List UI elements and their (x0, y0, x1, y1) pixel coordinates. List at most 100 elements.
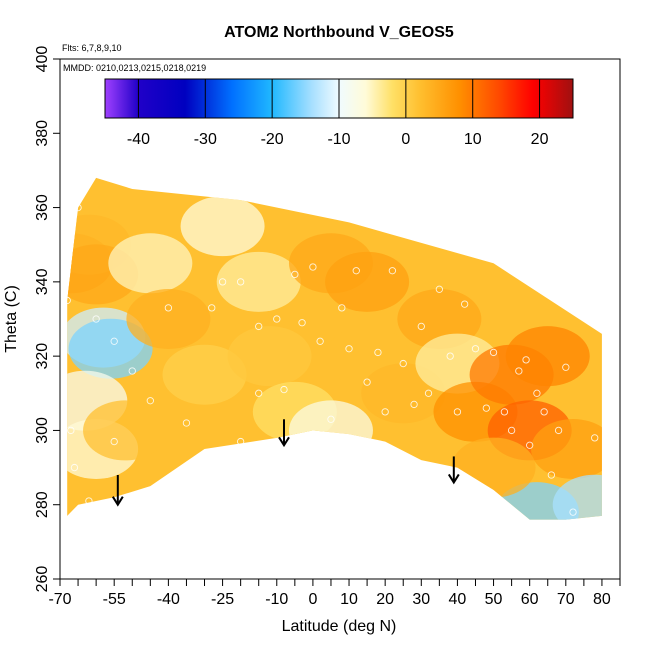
x-tick-label: 30 (412, 591, 430, 608)
arrow-head (111, 496, 124, 507)
observation-point (74, 203, 82, 212)
x-tick-label: 20 (376, 591, 394, 608)
field-cell (505, 326, 590, 387)
observation-point (460, 300, 469, 308)
observation-point (540, 408, 548, 416)
x-axis: -70 -55 -40 -25 -10 0 10 20 30 40 50 60 70 80 (48, 579, 621, 608)
observation-point (471, 345, 480, 353)
x-tick-label: 70 (557, 591, 575, 608)
field-cell (531, 419, 602, 479)
observation-point (417, 322, 425, 331)
observation-point (218, 278, 227, 286)
x-tick-label: 0 (308, 591, 317, 608)
field-cell (162, 344, 247, 405)
arrow-head (447, 473, 460, 485)
field-cell (227, 326, 312, 387)
colorbar-tick-label: -30 (194, 131, 217, 148)
observation-point (110, 337, 118, 345)
observation-point (399, 359, 407, 368)
observation-point (208, 304, 216, 312)
observation-point (110, 437, 118, 446)
field-cell (325, 251, 410, 312)
colorbar-tick-label: 10 (464, 131, 482, 148)
field-cell (216, 251, 301, 312)
y-tick-label: 340 (34, 268, 51, 295)
plot-frame (59, 58, 621, 580)
observation-point (591, 434, 599, 442)
observation-point (70, 463, 79, 472)
y-tick-label: 300 (34, 417, 51, 444)
observation-point (338, 304, 346, 312)
x-tick-label: -70 (48, 591, 71, 608)
y-tick-label: 320 (34, 343, 51, 370)
field-cell (180, 196, 265, 257)
field-cell (108, 233, 193, 294)
observation-point (363, 378, 371, 386)
x-tick-label: -55 (103, 591, 126, 608)
observation-point (146, 397, 154, 405)
x-tick-label: 80 (593, 591, 611, 608)
observation-point (489, 348, 498, 357)
x-tick-label: 40 (449, 591, 467, 608)
observation-point (352, 267, 360, 275)
observation-point (316, 337, 324, 345)
observation-point (291, 270, 299, 279)
observation-point (236, 437, 245, 446)
observation-point (298, 319, 306, 327)
y-tick-label: 260 (34, 566, 51, 593)
observation-points (63, 203, 599, 516)
colorbar-tick-label: 0 (401, 131, 410, 148)
arrows (111, 419, 460, 507)
y-tick-label: 400 (34, 46, 51, 73)
observation-point (182, 419, 191, 427)
observation-point (522, 356, 530, 364)
x-tick-label: 60 (521, 591, 539, 608)
colorbar-tick-label: -40 (127, 131, 150, 148)
observation-point (128, 367, 136, 375)
observation-point (453, 408, 462, 416)
observation-point (500, 408, 509, 416)
observation-point (381, 408, 389, 416)
x-tick-label: 10 (340, 591, 358, 608)
observation-point (526, 441, 534, 449)
observation-point (569, 508, 577, 516)
observation-point (533, 389, 541, 397)
observation-point (85, 497, 93, 505)
observation-point (562, 363, 570, 371)
arrow-head (278, 436, 290, 448)
field-cell (126, 289, 211, 349)
observation-point (547, 471, 556, 479)
observation-point (309, 263, 317, 271)
y-tick-label: 360 (34, 194, 51, 221)
observation-point (388, 267, 397, 275)
observation-point (374, 348, 382, 357)
observation-point (446, 352, 454, 360)
y-axis-label: Theta (C) (3, 285, 20, 353)
heatmap-field (67, 177, 602, 520)
observation-point (482, 404, 490, 412)
flights-subtitle: Flts: 6,7,8,9,10 (62, 43, 122, 53)
field-cell (552, 474, 602, 520)
y-axis: 260 280 300 320 340 360 380 400 (34, 46, 60, 593)
x-tick-label: 50 (485, 591, 503, 608)
x-tick-label: -25 (211, 591, 234, 608)
observation-point (92, 315, 100, 323)
y-tick-label: 380 (34, 120, 51, 147)
dates-subtitle: MMDD: 0210,0213,0215,0218,0219 (63, 63, 206, 73)
observation-point (236, 278, 245, 286)
observation-point (327, 415, 335, 423)
colorbar-tick-label: -20 (261, 131, 284, 148)
observation-point (164, 304, 173, 312)
observation-point (507, 426, 516, 435)
observation-point (273, 315, 281, 323)
field-cell (288, 400, 373, 461)
colorbar-tick-label: 20 (531, 131, 549, 148)
colorbar: -40 -30 -20 -10 0 10 20 (104, 78, 574, 148)
y-tick-label: 280 (34, 491, 51, 518)
observation-point (554, 426, 563, 435)
observation-point (435, 285, 444, 293)
observation-point (424, 389, 433, 397)
field-cell (83, 400, 168, 461)
observation-point (410, 400, 418, 409)
